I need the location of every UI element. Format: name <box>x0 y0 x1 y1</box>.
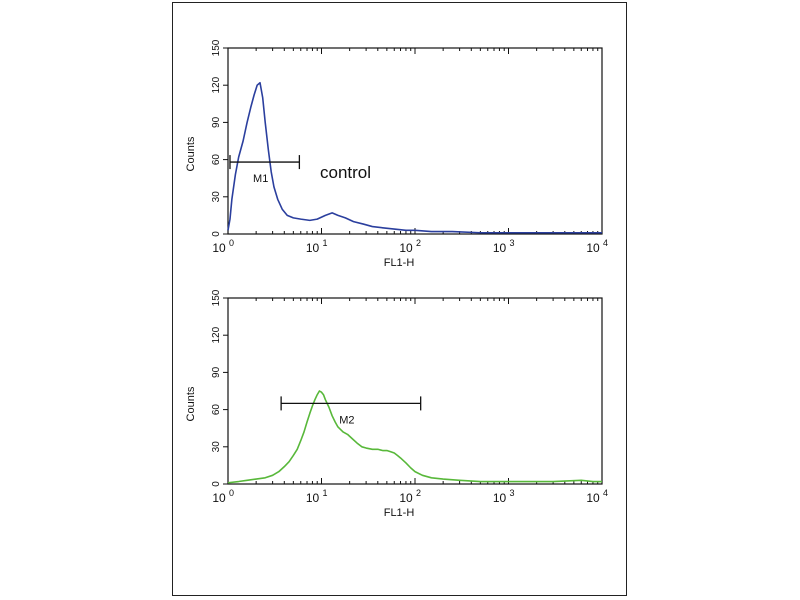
x-tick-exponent: 1 <box>323 238 328 248</box>
x-tick-label: 10 <box>399 491 413 505</box>
y-tick-label: 30 <box>211 441 222 453</box>
x-tick-label: 10 <box>399 241 413 255</box>
y-tick-label: 60 <box>211 404 222 416</box>
x-tick-label: 10 <box>493 491 507 505</box>
x-tick-exponent: 4 <box>603 488 608 498</box>
y-tick-label: 90 <box>211 116 222 128</box>
x-tick-label: 10 <box>212 491 226 505</box>
x-tick-exponent: 2 <box>416 488 421 498</box>
y-tick-label: 60 <box>211 154 222 166</box>
gate-marker-label: M1 <box>253 173 268 185</box>
x-axis-label: FL1-H <box>384 507 415 519</box>
y-axis-label: Counts <box>185 136 197 171</box>
figure-frame <box>172 2 627 596</box>
x-tick-exponent: 0 <box>229 238 234 248</box>
gate-marker-label: M2 <box>339 414 354 426</box>
y-tick-label: 150 <box>211 39 222 56</box>
x-tick-exponent: 4 <box>603 238 608 248</box>
histogram-series-line <box>227 390 602 484</box>
x-tick-exponent: 2 <box>416 238 421 248</box>
x-tick-exponent: 0 <box>229 488 234 498</box>
y-tick-label: 90 <box>211 366 222 378</box>
x-tick-label: 10 <box>212 241 226 255</box>
y-tick-label: 150 <box>211 289 222 306</box>
x-tick-exponent: 1 <box>323 488 328 498</box>
y-axis-label: Counts <box>185 386 197 421</box>
y-tick-label: 120 <box>211 76 222 93</box>
y-tick-label: 0 <box>211 231 222 237</box>
histogram-series-line <box>227 81 602 234</box>
plot-frame <box>227 47 603 235</box>
x-tick-label: 10 <box>586 491 600 505</box>
control-annotation: control <box>320 163 371 182</box>
x-tick-label: 10 <box>586 241 600 255</box>
y-tick-label: 30 <box>211 191 222 203</box>
y-tick-label: 120 <box>211 326 222 343</box>
x-tick-label: 10 <box>306 491 320 505</box>
x-tick-exponent: 3 <box>510 488 515 498</box>
x-tick-label: 10 <box>306 241 320 255</box>
x-tick-label: 10 <box>493 241 507 255</box>
x-tick-exponent: 3 <box>510 238 515 248</box>
x-axis-label: FL1-H <box>384 257 415 269</box>
plot-frame <box>227 297 603 485</box>
y-tick-label: 0 <box>211 481 222 487</box>
